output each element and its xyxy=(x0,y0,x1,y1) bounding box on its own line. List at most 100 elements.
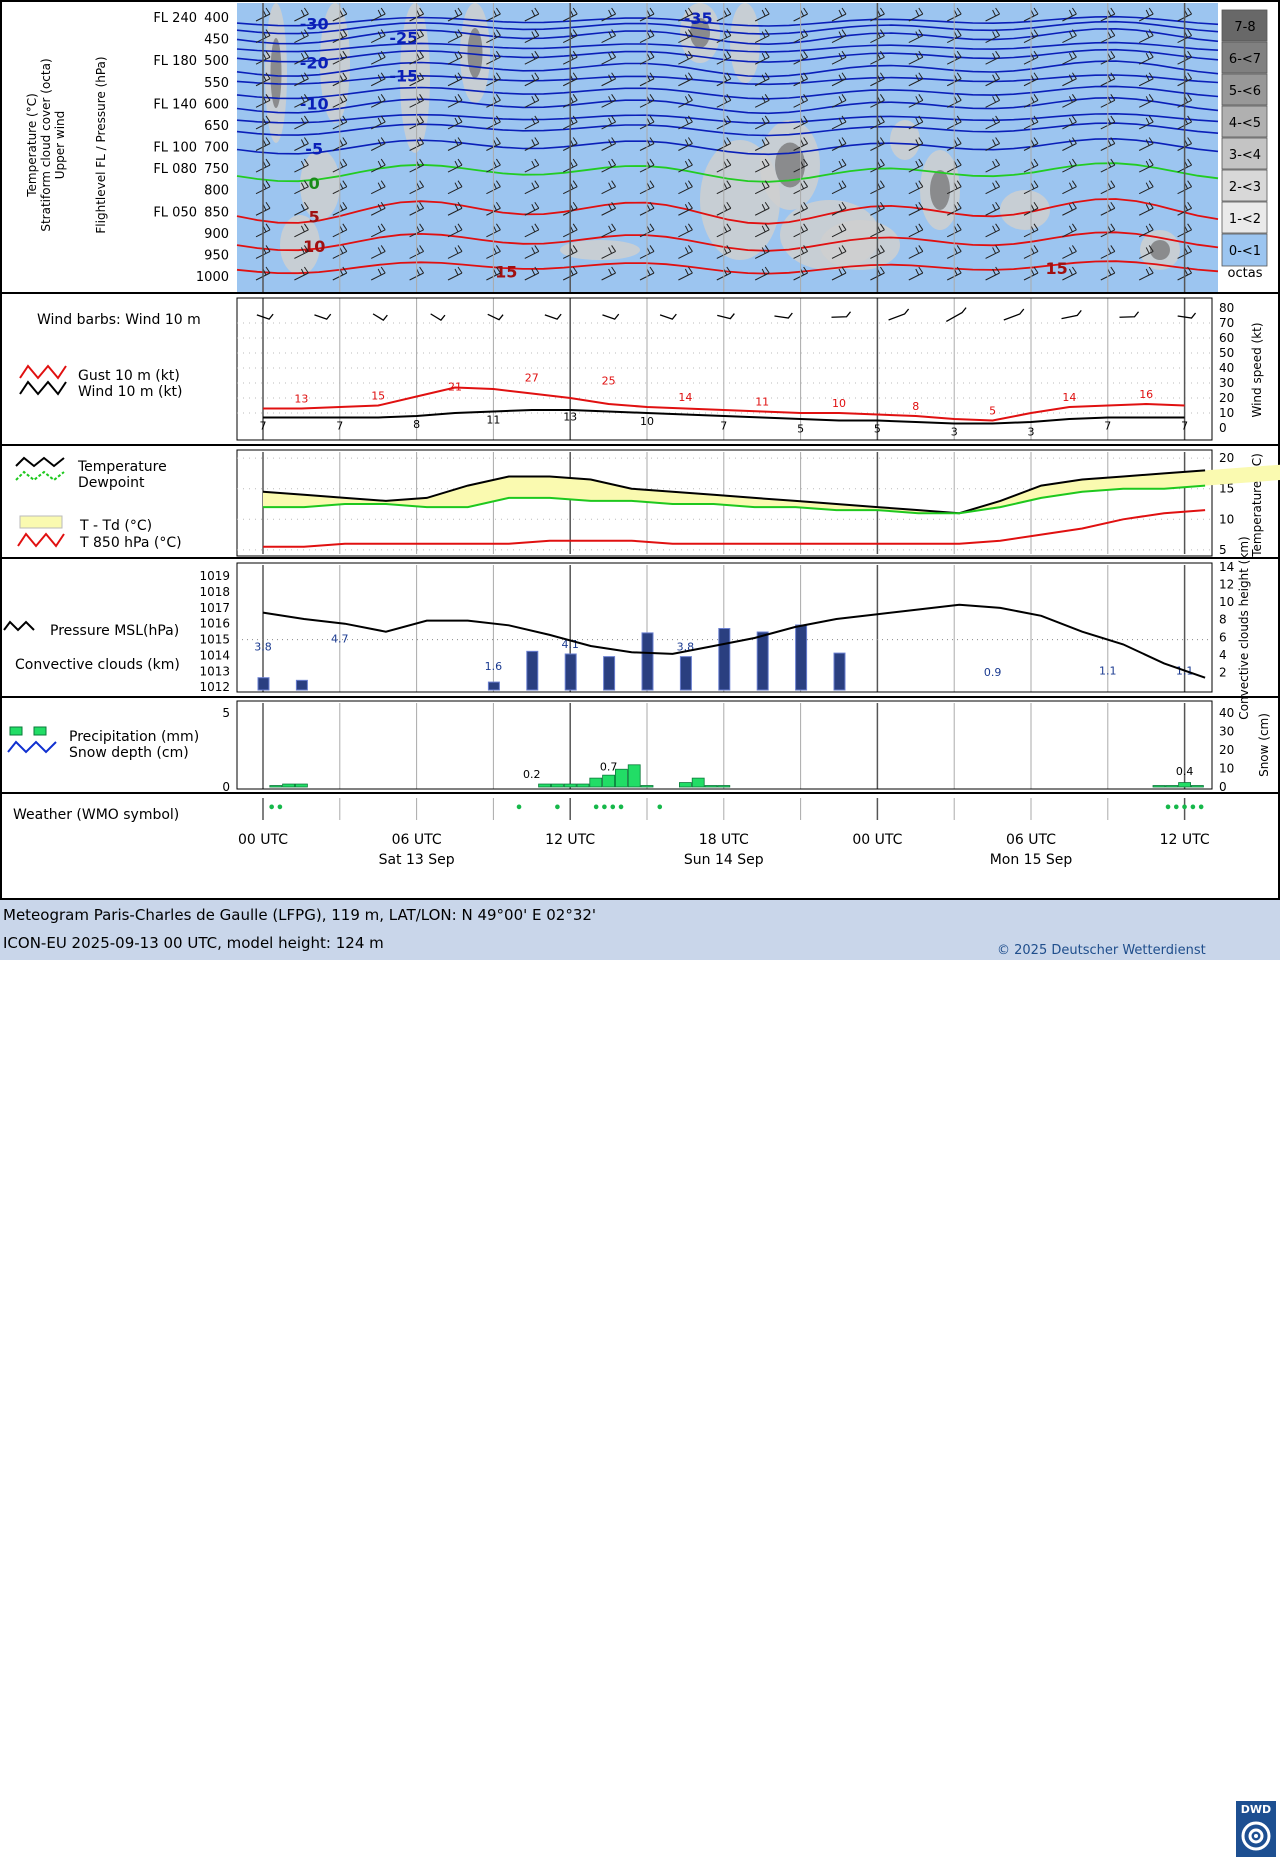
surface-wind-barb xyxy=(256,313,274,320)
upper-wind-barb xyxy=(1138,50,1154,65)
upper-wind-barb xyxy=(678,137,693,151)
upper-wind-barb xyxy=(678,29,693,44)
upper-wind-barb xyxy=(1138,29,1154,44)
spread-legend-label: T - Td (°C) xyxy=(79,518,152,534)
gust-line xyxy=(263,386,1185,422)
cloud-scale-swatch xyxy=(1221,137,1268,170)
conv-ytick: 10 xyxy=(1219,595,1234,609)
gust-value-label: 13 xyxy=(294,393,308,406)
upper-wind-barb xyxy=(294,201,309,216)
upper-wind-barb xyxy=(754,50,770,65)
precip-bar xyxy=(538,783,551,788)
upper-wind-barb xyxy=(678,94,693,108)
pressure-line xyxy=(262,603,1206,679)
upper-wind-barb xyxy=(754,72,770,87)
upper-wind-barb xyxy=(294,72,309,87)
upper-wind-barb xyxy=(601,266,617,281)
upper-wind-barb xyxy=(1062,50,1077,65)
gust-value-label: 16 xyxy=(1139,388,1153,401)
wind-plot-frame xyxy=(236,297,1213,441)
temp-ytick: 10 xyxy=(1219,512,1234,526)
upper-wind-barb xyxy=(831,137,847,151)
dewpoint-legend-icon xyxy=(15,470,65,482)
cloud-scale-title: octas xyxy=(1228,266,1263,281)
upper-wind-barb xyxy=(678,7,693,22)
cloud-scale-label: 1-<2 xyxy=(1229,212,1261,227)
wind-value-label: 7 xyxy=(1181,420,1188,433)
temperature-plot-frame xyxy=(236,449,1213,557)
conv-bar xyxy=(833,652,846,691)
upper-wind-barb xyxy=(601,115,617,130)
pressure-tick-label: 700 xyxy=(204,141,229,156)
conv-ytick: 14 xyxy=(1219,560,1234,574)
weather-symbol: •• xyxy=(267,801,284,816)
conv-bar xyxy=(257,677,270,691)
upper-wind-barb xyxy=(985,50,1001,65)
upper-wind-barb xyxy=(1062,29,1077,44)
upper-wind-barb xyxy=(370,158,386,173)
flight-level-label: FL 100 xyxy=(153,141,197,156)
wind-legend-label: Wind 10 m (kt) xyxy=(78,384,183,400)
upper-wind-barb xyxy=(908,72,924,87)
upper-wind-barb xyxy=(754,223,770,238)
pressure-ytick: 1012 xyxy=(199,680,230,694)
gust-value-label: 5 xyxy=(989,405,996,418)
conv-ytick: 8 xyxy=(1219,613,1227,627)
temp-ytick: 15 xyxy=(1219,482,1234,496)
precip-bar xyxy=(282,783,296,788)
pressure-tick-label: 400 xyxy=(204,11,229,26)
dwd-logo: DWD xyxy=(1236,1801,1276,1857)
upper-wind-barb xyxy=(447,137,463,151)
t850-line xyxy=(263,509,1206,548)
isotherm-label: -15 xyxy=(389,66,418,85)
wind-barbs-title: Wind barbs: Wind 10 m xyxy=(37,312,201,328)
cloud-scale-label: 0-<1 xyxy=(1229,244,1261,259)
upper-wind-barb xyxy=(831,94,847,108)
upper-wind-barb xyxy=(524,7,540,22)
pressure-ytick: 1018 xyxy=(199,585,230,599)
surface-wind-barb xyxy=(659,313,677,320)
upper-wind-barb xyxy=(294,223,309,238)
wind-ytick: 0 xyxy=(1219,421,1227,435)
upper-wind-barb xyxy=(908,137,924,151)
upper-wind-barb xyxy=(447,245,463,259)
isotherm-line xyxy=(236,20,1219,35)
wind-ytick: 50 xyxy=(1219,346,1234,360)
copyright: © 2025 Deutscher Wetterdienst xyxy=(997,943,1206,958)
snow-legend-label: Snow depth (cm) xyxy=(69,745,189,761)
conv-ytick: 12 xyxy=(1219,578,1234,592)
wind-value-label: 7 xyxy=(336,420,343,433)
wind-ytick: 20 xyxy=(1219,391,1234,405)
dewpoint-legend-label: Dewpoint xyxy=(78,475,145,491)
pressure-tick-label: 650 xyxy=(204,119,229,134)
upper-wind-barb xyxy=(601,245,617,259)
wind-value-label: 3 xyxy=(951,426,958,439)
snow-legend-icon xyxy=(7,740,57,754)
isotherm-label: -10 xyxy=(300,94,329,113)
upper-wind-barb xyxy=(985,115,1001,130)
upper-wind-barb xyxy=(447,50,463,65)
upper-wind-barb xyxy=(601,158,617,173)
upper-wind-barb xyxy=(370,94,386,108)
wind-value-label: 10 xyxy=(640,415,654,428)
pressure-ytick: 1013 xyxy=(199,664,230,678)
temp-ytick: 20 xyxy=(1219,451,1234,465)
isotherm-label: 15 xyxy=(1045,259,1067,278)
temperature-legend-icon xyxy=(15,456,65,468)
precip-bar xyxy=(576,783,590,788)
upper-wind-barb xyxy=(678,266,693,281)
pressure-legend-label: Pressure MSL(hPa) xyxy=(50,623,179,639)
temp-ytick: 5 xyxy=(1219,543,1227,557)
surface-wind-barb xyxy=(1119,311,1140,318)
upper-wind-barb xyxy=(447,7,463,22)
pressure-tick-label: 800 xyxy=(204,184,229,199)
upper-wind-barb xyxy=(601,137,617,151)
precip-bar xyxy=(602,774,615,788)
gust-value-label: 15 xyxy=(371,390,385,403)
upper-wind-barb xyxy=(678,50,693,65)
conv-bar xyxy=(526,650,539,691)
cloud-area xyxy=(280,215,320,275)
pressure-tick-label: 750 xyxy=(204,162,229,177)
weather-symbol: • xyxy=(515,801,523,816)
isotherm-line xyxy=(236,162,1219,183)
